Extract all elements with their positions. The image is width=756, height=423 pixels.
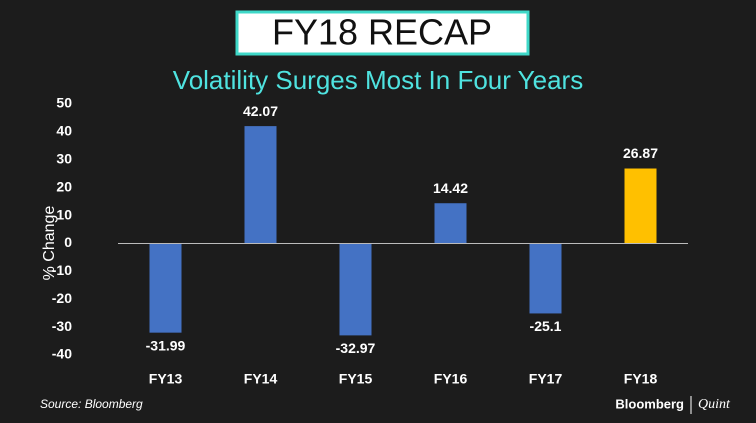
x-tick-label: FY13	[149, 371, 183, 387]
bar	[244, 126, 277, 244]
bar	[624, 168, 657, 244]
y-tick-label: -20	[52, 290, 72, 306]
bar	[434, 203, 467, 244]
value-label: -31.99	[146, 337, 186, 353]
x-tick-label: FY17	[529, 371, 563, 387]
bar	[339, 243, 372, 336]
brand: Quint	[698, 397, 731, 412]
y-axis-label: % Change	[41, 206, 58, 281]
y-tick-label: -10	[52, 262, 72, 278]
y-tick-label: 40	[56, 123, 72, 139]
chart-subtitle: Volatility Surges Most In Four Years	[173, 65, 583, 95]
value-label: 14.42	[433, 180, 468, 196]
source: Source: Bloomberg	[40, 397, 143, 411]
bar	[149, 243, 182, 333]
chart-title: FY18 RECAP	[272, 12, 492, 53]
y-tick-label: -40	[52, 346, 72, 362]
y-tick-label: 30	[56, 150, 72, 166]
bar	[529, 243, 562, 314]
value-label: -25.1	[530, 318, 562, 334]
x-tick-label: FY14	[244, 371, 278, 387]
value-label: 26.87	[623, 145, 658, 161]
x-tick-label: FY18	[624, 371, 658, 387]
y-tick-label: 50	[56, 95, 72, 111]
y-tick-label: -30	[52, 318, 72, 334]
x-tick-label: FY16	[434, 371, 468, 387]
value-label: -32.97	[336, 340, 376, 356]
title-box	[235, 10, 530, 56]
x-tick-label: FY15	[339, 371, 373, 387]
y-tick-label: 0	[64, 234, 72, 250]
y-tick-label: 10	[56, 206, 72, 222]
value-label: 42.07	[243, 103, 278, 119]
y-tick-label: 20	[56, 178, 72, 194]
brand: Bloomberg	[615, 396, 684, 411]
